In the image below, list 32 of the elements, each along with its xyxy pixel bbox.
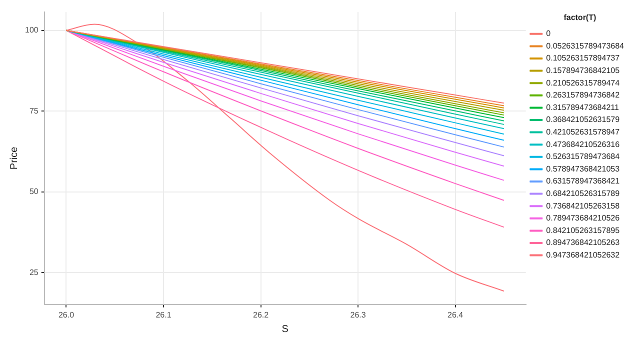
x-tick-label: 26.1 [156, 310, 172, 320]
y-axis-title: Price [8, 146, 20, 170]
legend-label: 0.842105263157895 [546, 226, 620, 235]
legend-label: 0.526315789473684 [546, 152, 620, 162]
legend-label: 0 [546, 29, 552, 38]
y-tick-label: 75 [29, 106, 39, 116]
legend-label: 0.894736842105263 [546, 238, 620, 248]
legend-label: 0.105263157894737 [546, 54, 620, 63]
line-series [66, 24, 504, 292]
y-tick-label: 50 [29, 187, 39, 196]
legend-label: 0.473684210526316 [546, 140, 620, 149]
legend-label: 0.157894736842105 [546, 66, 620, 76]
legend-label: 0.631578947368421 [546, 176, 620, 186]
legend-label: 0.368421052631579 [546, 115, 620, 124]
legend-label: 0.421052631578947 [546, 128, 620, 137]
legend-label: 0.684210526315789 [546, 189, 620, 198]
x-axis-title: S [282, 324, 289, 335]
legend-label: 0.315789473684211 [546, 102, 620, 112]
legend-title: factor(T) [564, 13, 596, 22]
y-tick-label: 25 [29, 268, 39, 277]
x-tick-label: 26.4 [448, 310, 464, 320]
legend-label: 0.789473684210526 [546, 214, 620, 223]
legend-label: 0.947368421052632 [546, 250, 620, 260]
legend-label: 0.736842105263158 [546, 201, 620, 210]
legend-label: 0.210526315789474 [546, 78, 620, 88]
x-tick-label: 26.2 [252, 310, 270, 320]
x-tick-label: 26.0 [58, 310, 75, 320]
legend-label: 0.0526315789473684 [546, 41, 625, 50]
x-tick-label: 26.3 [350, 310, 366, 320]
legend-label: 0.578947368421053 [546, 164, 620, 174]
y-tick-label: 100 [24, 26, 39, 35]
legend-label: 0.263157894736842 [546, 90, 620, 100]
